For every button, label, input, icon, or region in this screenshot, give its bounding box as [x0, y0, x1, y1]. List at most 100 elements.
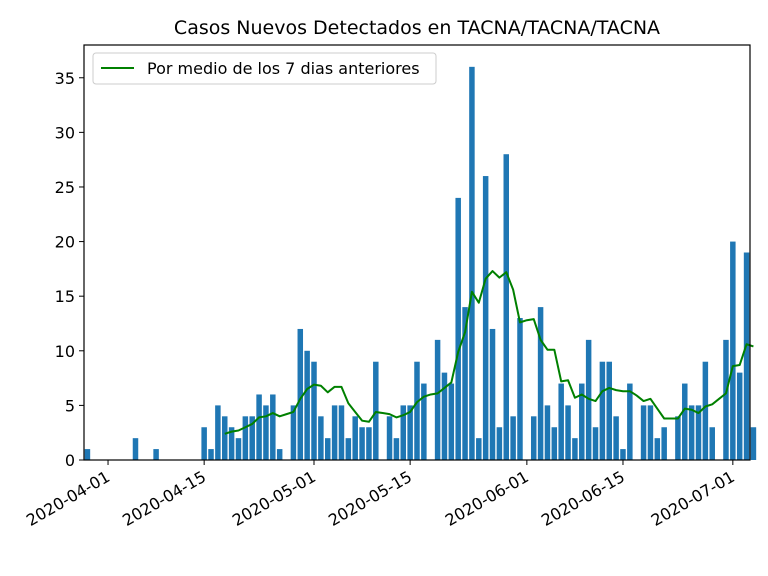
bar: [228, 427, 235, 460]
bar: [366, 427, 372, 460]
bar: [441, 372, 448, 460]
x-tick-label: 2020-06-01: [442, 467, 532, 530]
legend-box: [92, 52, 437, 85]
bar: [723, 339, 729, 460]
bar: [489, 328, 496, 460]
y-tick-label: 30: [55, 123, 75, 142]
bar: [558, 383, 564, 460]
bar: [393, 438, 400, 460]
bar: [276, 449, 283, 460]
plot-frame: [83, 44, 751, 461]
bar: [256, 394, 262, 460]
bar: [270, 394, 276, 460]
y-tick-label: 35: [55, 69, 75, 88]
bar: [222, 416, 228, 460]
bar: [201, 427, 207, 460]
y-axis: 0 5 10 15 20 25 30 35: [55, 69, 84, 470]
x-tick-label: 2020-07-01: [648, 467, 738, 530]
bar: [352, 416, 358, 460]
bar: [620, 449, 626, 460]
bars-layer: [84, 66, 757, 461]
bar: [572, 438, 578, 460]
x-tick-label: 2020-04-15: [119, 467, 209, 530]
bar: [373, 361, 379, 460]
bar: [599, 361, 606, 460]
bar: [462, 307, 468, 460]
bar: [249, 416, 255, 460]
bar: [400, 405, 407, 460]
bar: [421, 383, 427, 460]
bar: [565, 405, 571, 460]
bar: [215, 405, 221, 460]
bar: [153, 449, 159, 460]
bar: [469, 66, 475, 460]
bar: [325, 438, 331, 460]
bar: [84, 449, 91, 460]
bar: [627, 383, 633, 460]
bar: [544, 405, 551, 460]
bar: [585, 339, 592, 460]
bar: [448, 383, 455, 460]
bar: [338, 405, 345, 460]
bar: [517, 318, 523, 460]
bar: [263, 405, 269, 460]
bar: [750, 427, 757, 460]
x-tick-label: 2020-05-15: [325, 467, 415, 530]
bar: [695, 405, 702, 460]
y-tick-label: 10: [55, 342, 75, 361]
bar: [537, 307, 544, 460]
legend: Por medio de los 7 dias anteriores: [92, 52, 437, 85]
bar: [661, 427, 667, 460]
bar: [640, 405, 647, 460]
bar: [736, 372, 743, 460]
y-tick-label: 0: [65, 451, 75, 470]
y-tick-label: 15: [55, 287, 75, 306]
bar: [386, 416, 393, 460]
bar: [476, 438, 482, 460]
bar: [606, 361, 612, 460]
bar: [297, 328, 304, 460]
x-tick-label: 2020-05-01: [229, 467, 319, 530]
bar: [551, 427, 558, 460]
bar: [496, 427, 503, 460]
bar: [530, 416, 537, 460]
x-tick-label: 2020-04-01: [23, 467, 113, 530]
bar: [743, 252, 750, 460]
bar: [503, 154, 509, 460]
bar: [675, 416, 681, 460]
bar: [434, 339, 441, 460]
bar: [709, 427, 715, 460]
bar: [304, 350, 310, 460]
legend-label: Por medio de los 7 dias anteriores: [147, 59, 420, 78]
x-tick-label: 2020-06-15: [538, 467, 628, 530]
y-tick-label: 5: [65, 396, 75, 415]
bar: [132, 438, 139, 460]
bar: [242, 416, 249, 460]
bar: [318, 416, 324, 460]
bar: [359, 427, 365, 460]
bar: [688, 405, 695, 460]
bar: [290, 405, 297, 460]
bar: [592, 427, 599, 460]
bar: [455, 197, 461, 460]
bar: [654, 438, 661, 460]
x-axis: 2020-04-01 2020-04-15 2020-05-01 2020-05-15…: [23, 460, 738, 530]
bar: [414, 361, 420, 460]
bar: [482, 176, 489, 461]
bar: [208, 449, 214, 460]
bar: [730, 241, 736, 460]
bar: [311, 361, 317, 460]
bar: [510, 416, 516, 460]
bar: [331, 405, 338, 460]
bar: [647, 405, 654, 460]
bar: [407, 405, 413, 460]
chart-title: Casos Nuevos Detectados en TACNA/TACNA/T…: [174, 17, 660, 39]
bar: [579, 383, 585, 460]
bar: [613, 416, 619, 460]
bar: [345, 438, 352, 460]
bar: [235, 438, 242, 460]
bar: [702, 361, 709, 460]
y-tick-label: 25: [55, 178, 75, 197]
